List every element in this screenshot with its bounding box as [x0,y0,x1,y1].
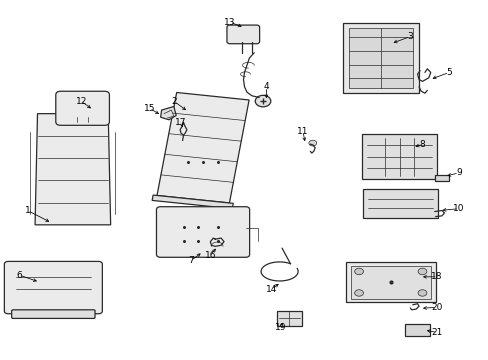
Text: 20: 20 [430,303,442,312]
Text: 15: 15 [143,104,155,113]
Bar [348,28,412,87]
Text: 14: 14 [265,285,276,294]
Text: 9: 9 [455,168,461,177]
Text: 17: 17 [175,118,186,127]
Text: 1: 1 [24,206,30,215]
Circle shape [308,140,316,146]
FancyBboxPatch shape [226,25,259,44]
Bar [434,175,448,181]
Bar [361,134,436,179]
FancyBboxPatch shape [4,261,102,314]
Text: 5: 5 [446,68,451,77]
Text: 3: 3 [407,32,412,41]
Text: 4: 4 [263,82,269,91]
Bar [277,311,301,325]
FancyBboxPatch shape [12,310,95,319]
Text: 11: 11 [297,127,308,136]
Text: 8: 8 [419,140,425,149]
Bar [362,189,437,218]
Circle shape [255,95,270,107]
Circle shape [354,268,363,275]
Text: 13: 13 [224,18,235,27]
Text: 16: 16 [204,251,216,260]
Bar [350,266,430,299]
Bar [343,23,418,93]
Text: 19: 19 [275,323,286,332]
FancyBboxPatch shape [56,91,109,125]
Text: 7: 7 [187,256,193,265]
Bar [404,324,429,336]
Text: 10: 10 [452,204,464,213]
FancyBboxPatch shape [156,207,249,257]
Circle shape [417,290,426,296]
Circle shape [354,290,363,296]
Circle shape [417,268,426,275]
Text: 12: 12 [75,96,87,105]
Polygon shape [35,114,110,225]
Text: 2: 2 [171,96,176,105]
Text: 21: 21 [430,328,442,337]
Text: 6: 6 [16,270,22,279]
Bar [345,262,435,302]
Text: 18: 18 [430,272,442,281]
Polygon shape [152,195,233,209]
Polygon shape [157,93,248,203]
Polygon shape [160,107,176,120]
